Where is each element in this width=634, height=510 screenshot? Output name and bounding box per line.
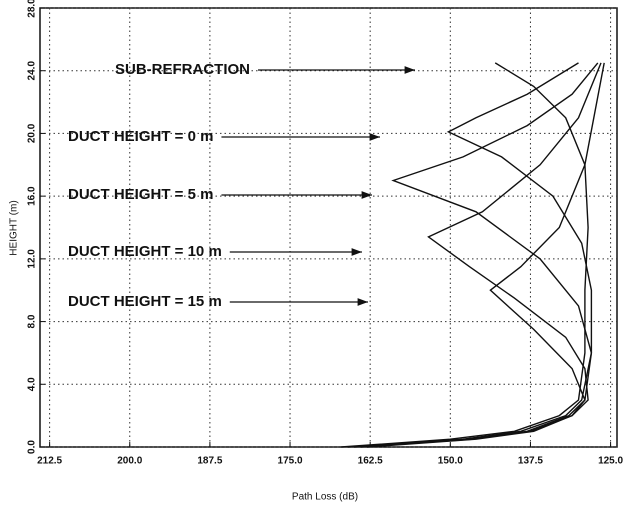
- annotation: DUCT HEIGHT = 5 m: [68, 186, 213, 203]
- x-tick-label: 175.0: [278, 456, 303, 467]
- curve: [366, 62, 605, 448]
- x-tick-label: 125.0: [598, 456, 623, 467]
- y-tick-label: 28.0: [27, 0, 38, 18]
- y-tick-label: 12.0: [27, 249, 38, 269]
- y-tick-label: 20.0: [27, 123, 38, 143]
- y-tick-label: 16.0: [27, 186, 38, 206]
- annotation: DUCT HEIGHT = 10 m: [68, 243, 222, 260]
- x-tick-label: 137.5: [518, 456, 543, 467]
- curve: [341, 62, 589, 448]
- y-tick-label: 24.0: [27, 61, 38, 81]
- annotation: SUB-REFRACTION: [115, 61, 250, 78]
- y-tick-label: 8.0: [27, 314, 38, 328]
- x-tick-label: 200.0: [117, 456, 142, 467]
- x-tick-label: 150.0: [438, 456, 463, 467]
- x-tick-label: 162.5: [358, 456, 383, 467]
- y-tick-label: 0.0: [27, 440, 38, 454]
- annotation: DUCT HEIGHT = 15 m: [68, 293, 222, 310]
- x-axis-label: Path Loss (dB): [292, 492, 358, 503]
- x-tick-label: 212.5: [37, 456, 62, 467]
- x-tick-label: 187.5: [197, 456, 222, 467]
- y-tick-label: 4.0: [27, 377, 38, 391]
- curve: [347, 62, 593, 448]
- y-axis-label: HEIGHT (m): [9, 200, 20, 255]
- curve: [354, 62, 599, 448]
- curve: [360, 62, 602, 448]
- annotation: DUCT HEIGHT = 0 m: [68, 128, 213, 145]
